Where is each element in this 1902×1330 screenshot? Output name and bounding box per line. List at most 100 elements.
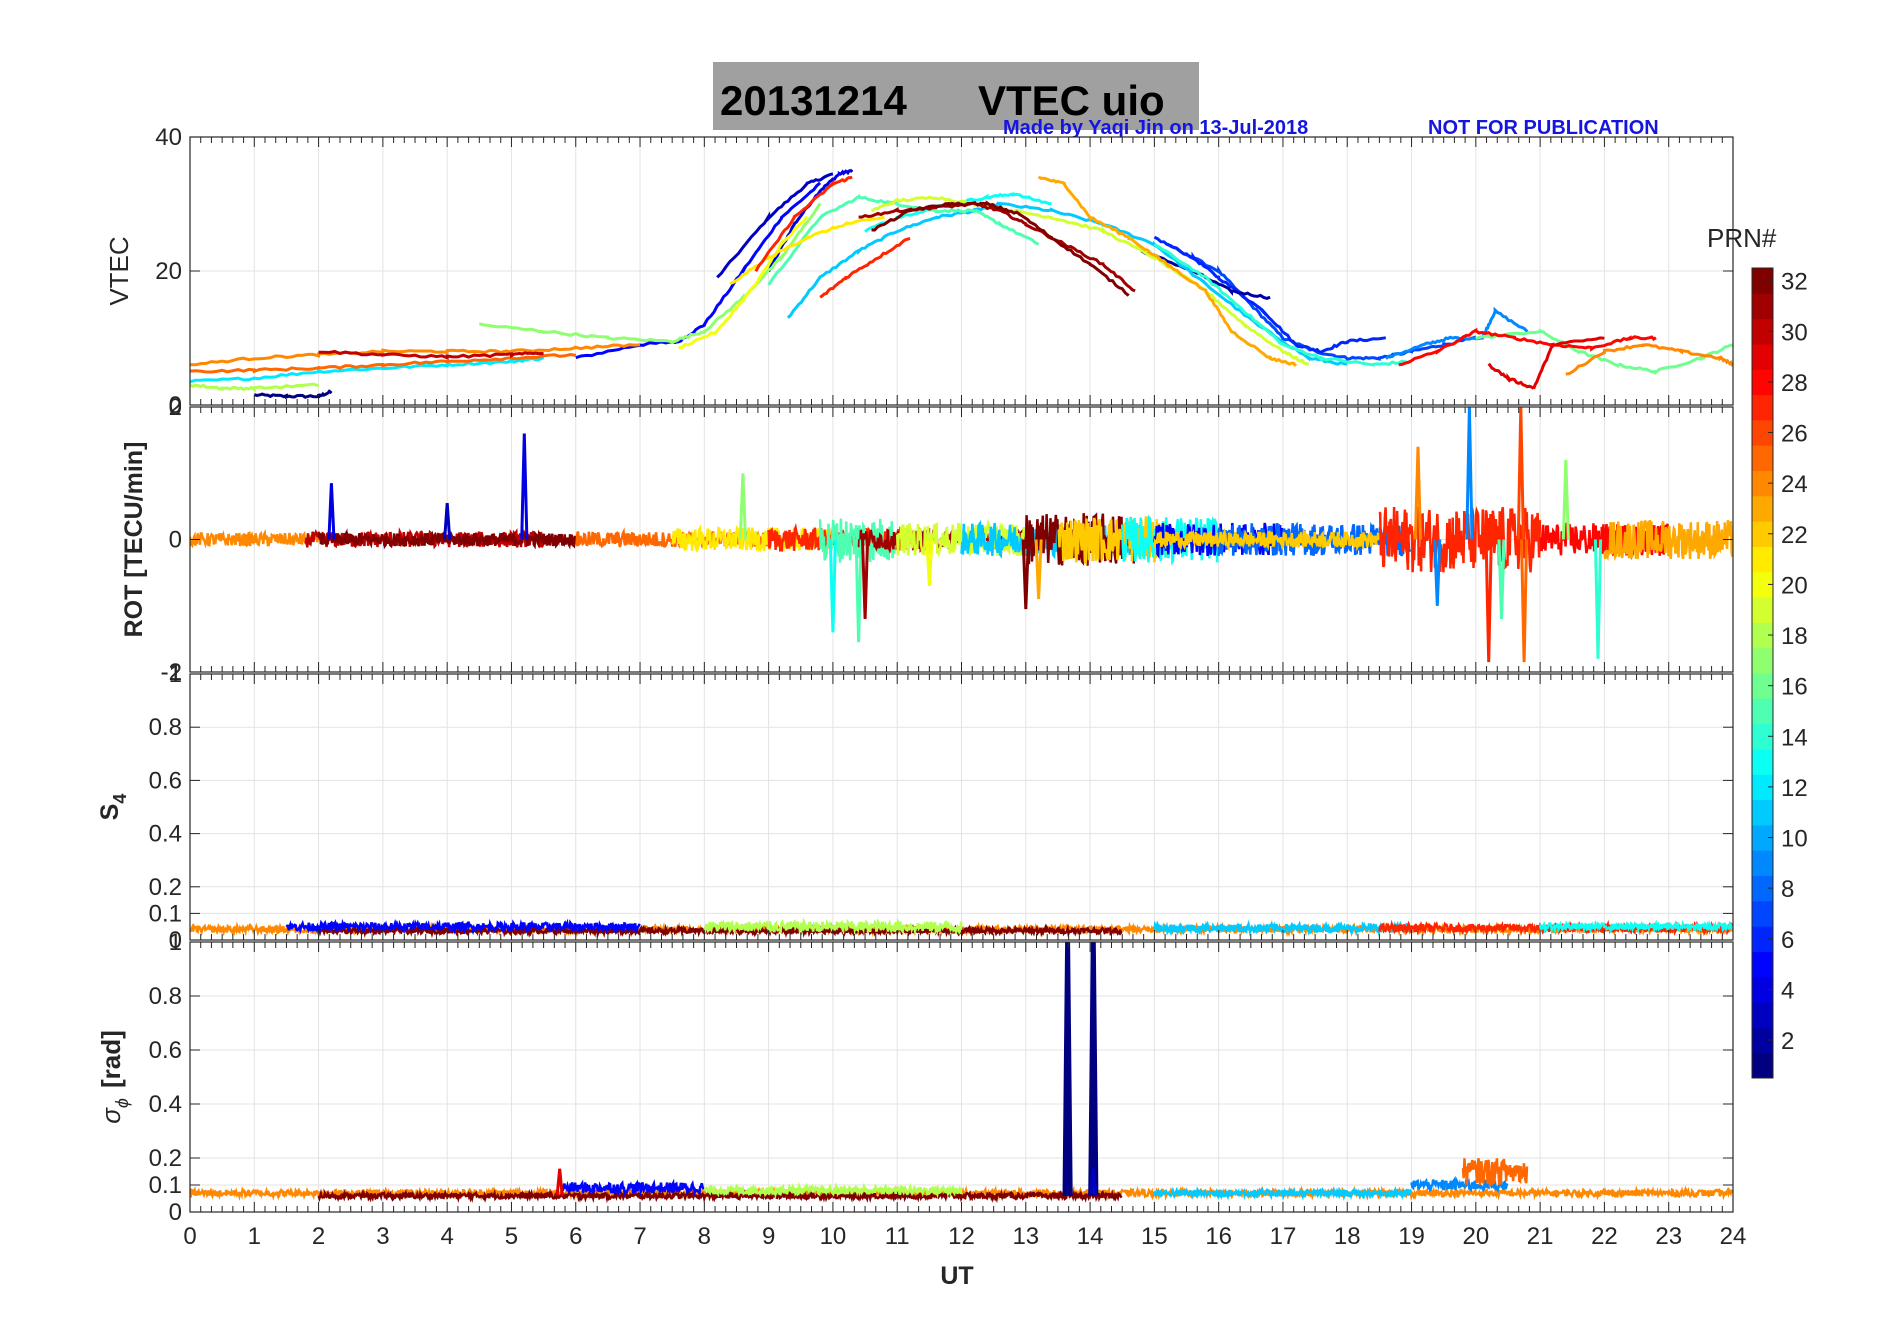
colorbar-swatch xyxy=(1752,445,1773,471)
x-tick-label: 19 xyxy=(1398,1223,1425,1250)
x-tick-label: 14 xyxy=(1077,1223,1104,1250)
noise-series-prn-5 xyxy=(285,918,641,936)
series-line-prn-29 xyxy=(1487,336,1605,390)
colorbar-frame xyxy=(1751,267,1774,1079)
series-line-prn-16 xyxy=(1475,328,1733,376)
title-box xyxy=(713,62,1199,130)
spike-prn-13 xyxy=(828,539,837,633)
spike-prn-1 xyxy=(1062,942,1073,1196)
chart-title-date: 20131214 xyxy=(720,77,908,124)
colorbar-swatch xyxy=(1752,926,1773,952)
y-tick-label: 0.2 xyxy=(149,874,182,901)
colorbar-swatch xyxy=(1752,369,1773,396)
series-line-prn-18 xyxy=(190,382,320,393)
y-tick-label: -1 xyxy=(161,659,182,686)
colorbar-swatch xyxy=(1752,698,1773,725)
y-tick-label: 0.6 xyxy=(149,1037,182,1064)
y-tick-label: 0.8 xyxy=(149,983,182,1010)
series-line-prn-9 xyxy=(1384,306,1529,360)
x-tick-label: 6 xyxy=(569,1223,582,1250)
series-line-prn-12 xyxy=(190,355,545,384)
x-tick-label: 9 xyxy=(762,1223,775,1250)
series-line-prn-6 xyxy=(1153,235,1387,354)
series-line-prn-28 xyxy=(1398,327,1657,367)
series-line-prn-24 xyxy=(1565,343,1733,376)
credit-label: Made by Yaqi Jin on 13-Jul-2018 xyxy=(1003,117,1308,139)
series-line-prn-15 xyxy=(767,193,1040,286)
spike-prn-29 xyxy=(555,1168,564,1196)
x-tick-label: 16 xyxy=(1205,1223,1232,1250)
colorbar-tick-label: 12 xyxy=(1781,775,1808,802)
series-line-prn-19 xyxy=(870,195,1309,366)
data-layer xyxy=(190,942,1733,1204)
y-axis-label: S4 xyxy=(96,794,130,821)
colorbar-swatch xyxy=(1752,850,1773,876)
y-tick-label: 0.4 xyxy=(149,821,182,848)
noise-series-prn-8 xyxy=(1217,521,1412,557)
noise-series-prn-19 xyxy=(895,518,1027,558)
colorbar-swatch xyxy=(1752,546,1773,573)
series-line-prn-27 xyxy=(754,175,853,273)
spike-prn-23 xyxy=(1034,539,1043,600)
colorbar-tick-label: 2 xyxy=(1781,1028,1794,1055)
colorbar-swatch xyxy=(1752,824,1773,851)
spike-prn-9 xyxy=(1433,539,1442,606)
noise-series-prn-11 xyxy=(1153,1185,1413,1201)
spike-prn-15 xyxy=(854,539,863,643)
y-tick-label: -2 xyxy=(161,659,182,686)
noise-series-prn-23 xyxy=(1603,519,1733,562)
spike-prn-3 xyxy=(1089,1168,1098,1196)
colorbar-swatch xyxy=(1752,799,1773,826)
colorbar-tick-label: 8 xyxy=(1781,876,1794,903)
spike-prn-14 xyxy=(1593,539,1603,659)
noise-series-prn-5 xyxy=(561,1178,705,1198)
colorbar-swatch xyxy=(1752,748,1773,775)
colorbar-tick-label: 6 xyxy=(1781,927,1794,954)
x-tick-label: 1 xyxy=(248,1223,261,1250)
colorbar-swatch xyxy=(1752,875,1773,902)
colorbar-swatch xyxy=(1752,1027,1773,1054)
x-tick-label: 11 xyxy=(885,1223,910,1250)
y-tick-label: 2 xyxy=(169,394,182,421)
colorbar-swatch xyxy=(1752,419,1773,446)
series-line-prn-25 xyxy=(190,352,577,374)
y-tick-label: 20 xyxy=(155,258,182,285)
colorbar-swatch xyxy=(1752,318,1773,345)
series-line-prn-30 xyxy=(318,349,544,360)
panel-vtec: 20 40 0 VTEC xyxy=(104,124,1734,419)
notice-label: NOT FOR PUBLICATION xyxy=(1428,117,1659,139)
series-line-prn-14 xyxy=(1153,243,1412,367)
x-tick-label: 23 xyxy=(1655,1223,1682,1250)
colorbar-swatch xyxy=(1752,723,1773,750)
noise-series-prn-27 xyxy=(1378,506,1542,573)
noise-series-prn-18 xyxy=(703,1181,963,1200)
noise-series-prn-13 xyxy=(1538,919,1733,935)
y-tick-label: 0.8 xyxy=(149,714,182,741)
series-line-prn-27 xyxy=(819,236,911,299)
series-line-prn-1 xyxy=(253,389,333,400)
x-tick-label: 10 xyxy=(820,1223,847,1250)
colorbar-tick-label: 24 xyxy=(1781,471,1808,498)
colorbar-tick-label: 4 xyxy=(1781,977,1794,1004)
spike-prn-26 xyxy=(1516,407,1525,540)
y-tick-label: 0.6 xyxy=(149,767,182,794)
noise-series-prn-32 xyxy=(317,1188,1123,1204)
colorbar-tick-label: 30 xyxy=(1781,319,1808,346)
x-tick-label: 18 xyxy=(1334,1223,1361,1250)
spike-prn-4 xyxy=(520,433,529,540)
noise-series-prn-24 xyxy=(190,529,320,549)
y-tick-label: 1 xyxy=(169,661,182,688)
y-tick-label: 1 xyxy=(169,929,182,956)
colorbar-tick-label: 32 xyxy=(1781,269,1808,296)
colorbar-swatch xyxy=(1752,673,1773,699)
y-axis-label: σϕ[rad] xyxy=(96,1030,132,1123)
x-tick-label: 21 xyxy=(1527,1223,1554,1250)
colorbar-swatch xyxy=(1752,647,1773,674)
colorbar-tick-label: 26 xyxy=(1781,421,1808,448)
colorbar-swatch xyxy=(1752,470,1773,497)
spike-prn-32 xyxy=(1021,539,1030,610)
colorbar-tick-label: 14 xyxy=(1781,724,1808,751)
